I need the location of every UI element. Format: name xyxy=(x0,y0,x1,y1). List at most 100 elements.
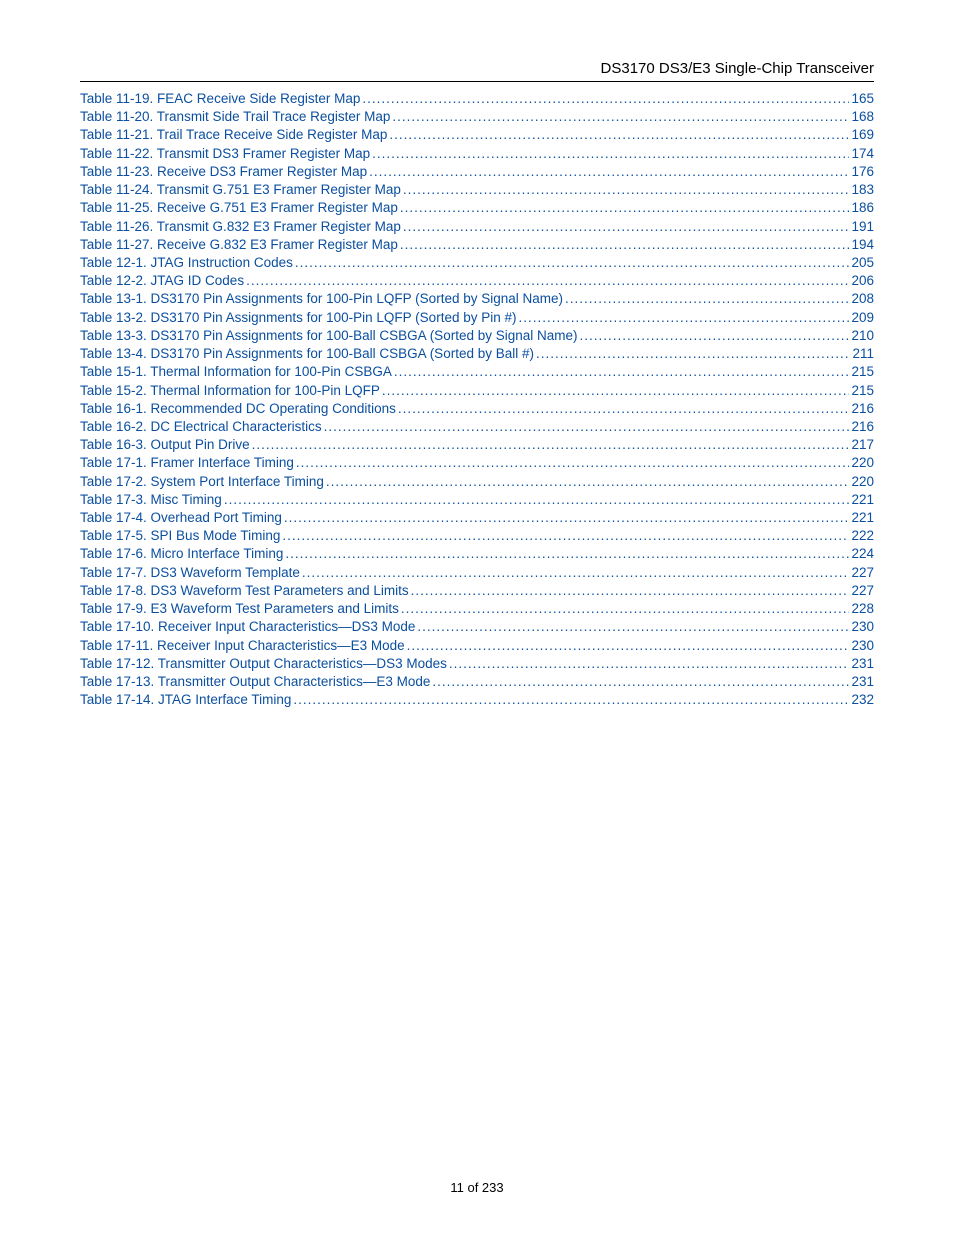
toc-entry[interactable]: Table 16-1. Recommended DC Operating Con… xyxy=(80,400,874,418)
toc-entry-label: Table 11-23. Receive DS3 Framer Register… xyxy=(80,163,367,181)
toc-entry-leader xyxy=(403,181,850,199)
toc-entry[interactable]: Table 17-14. JTAG Interface Timing 232 xyxy=(80,691,874,709)
toc-entry[interactable]: Table 16-2. DC Electrical Characteristic… xyxy=(80,418,874,436)
toc-entry[interactable]: Table 12-1. JTAG Instruction Codes 205 xyxy=(80,254,874,272)
toc-entry-page: 231 xyxy=(851,655,874,673)
toc-entry-page: 216 xyxy=(851,418,874,436)
toc-entry[interactable]: Table 11-21. Trail Trace Receive Side Re… xyxy=(80,126,874,144)
toc-entry[interactable]: Table 11-22. Transmit DS3 Framer Registe… xyxy=(80,145,874,163)
toc-entry[interactable]: Table 17-2. System Port Interface Timing… xyxy=(80,473,874,491)
toc-entry[interactable]: Table 11-24. Transmit G.751 E3 Framer Re… xyxy=(80,181,874,199)
toc-entry-page: 220 xyxy=(851,473,874,491)
toc-entry-leader xyxy=(401,600,850,618)
toc-entry-leader xyxy=(580,327,850,345)
toc-entry[interactable]: Table 15-1. Thermal Information for 100-… xyxy=(80,363,874,381)
toc-entry-page: 206 xyxy=(851,272,874,290)
toc-entry-label: Table 17-10. Receiver Input Characterist… xyxy=(80,618,415,636)
toc-entry-label: Table 12-2. JTAG ID Codes xyxy=(80,272,244,290)
toc-entry-label: Table 11-25. Receive G.751 E3 Framer Reg… xyxy=(80,199,398,217)
toc-entry-leader xyxy=(326,473,850,491)
toc-entry-label: Table 15-2. Thermal Information for 100-… xyxy=(80,382,380,400)
toc-entry-page: 231 xyxy=(851,673,874,691)
toc-entry-page: 228 xyxy=(851,600,874,618)
toc-entry-page: 230 xyxy=(851,618,874,636)
toc-entry-page: 222 xyxy=(851,527,874,545)
toc-entry-leader xyxy=(252,436,850,454)
toc-entry-label: Table 16-3. Output Pin Drive xyxy=(80,436,250,454)
toc-entry-label: Table 11-27. Receive G.832 E3 Framer Reg… xyxy=(80,236,398,254)
toc-entry-label: Table 17-7. DS3 Waveform Template xyxy=(80,564,300,582)
toc-entry[interactable]: Table 17-11. Receiver Input Characterist… xyxy=(80,637,874,655)
toc-entry[interactable]: Table 17-10. Receiver Input Characterist… xyxy=(80,618,874,636)
page: DS3170 DS3/E3 Single-Chip Transceiver Ta… xyxy=(0,0,954,1235)
toc-entry-page: 209 xyxy=(851,309,874,327)
toc-entry[interactable]: Table 12-2. JTAG ID Codes 206 xyxy=(80,272,874,290)
toc-entry-label: Table 17-14. JTAG Interface Timing xyxy=(80,691,291,709)
toc-entry[interactable]: Table 11-20. Transmit Side Trail Trace R… xyxy=(80,108,874,126)
toc-entry[interactable]: Table 17-9. E3 Waveform Test Parameters … xyxy=(80,600,874,618)
toc-entry-label: Table 17-9. E3 Waveform Test Parameters … xyxy=(80,600,399,618)
toc-entry-page: 169 xyxy=(851,126,874,144)
toc-entry-label: Table 17-2. System Port Interface Timing xyxy=(80,473,324,491)
toc-entry-leader xyxy=(417,618,849,636)
toc-entry[interactable]: Table 17-13. Transmitter Output Characte… xyxy=(80,673,874,691)
toc-entry[interactable]: Table 17-5. SPI Bus Mode Timing 222 xyxy=(80,527,874,545)
toc-entry-label: Table 17-11. Receiver Input Characterist… xyxy=(80,637,405,655)
toc-entry-label: Table 13-2. DS3170 Pin Assignments for 1… xyxy=(80,309,516,327)
toc-entry-page: 168 xyxy=(851,108,874,126)
toc-entry-page: 215 xyxy=(851,363,874,381)
toc-entry[interactable]: Table 11-25. Receive G.751 E3 Framer Reg… xyxy=(80,199,874,217)
toc-entry[interactable]: Table 17-6. Micro Interface Timing 224 xyxy=(80,545,874,563)
toc-entry-page: 217 xyxy=(851,436,874,454)
toc-entry-leader xyxy=(432,673,849,691)
toc-entry-leader xyxy=(369,163,849,181)
toc-entry-page: 227 xyxy=(851,564,874,582)
toc-entry-leader xyxy=(407,637,850,655)
toc-entry-leader xyxy=(324,418,850,436)
toc-entry-label: Table 17-1. Framer Interface Timing xyxy=(80,454,294,472)
toc-entry[interactable]: Table 17-7. DS3 Waveform Template 227 xyxy=(80,564,874,582)
toc-entry-leader xyxy=(565,290,849,308)
toc-entry[interactable]: Table 11-27. Receive G.832 E3 Framer Reg… xyxy=(80,236,874,254)
toc-entry-leader xyxy=(403,218,850,236)
toc-entry-page: 232 xyxy=(851,691,874,709)
toc-entry-leader xyxy=(449,655,850,673)
toc-entry[interactable]: Table 17-1. Framer Interface Timing 220 xyxy=(80,454,874,472)
toc-entry-page: 176 xyxy=(851,163,874,181)
toc-entry[interactable]: Table 13-2. DS3170 Pin Assignments for 1… xyxy=(80,309,874,327)
toc-entry-page: 230 xyxy=(851,637,874,655)
toc-entry-leader xyxy=(362,90,849,108)
toc-entry-leader xyxy=(296,454,850,472)
toc-entry-label: Table 17-8. DS3 Waveform Test Parameters… xyxy=(80,582,409,600)
header: DS3170 DS3/E3 Single-Chip Transceiver xyxy=(80,60,874,82)
toc-entry[interactable]: Table 11-19. FEAC Receive Side Register … xyxy=(80,90,874,108)
toc-entry[interactable]: Table 17-3. Misc Timing 221 xyxy=(80,491,874,509)
toc-entry-page: 183 xyxy=(851,181,874,199)
toc-entry[interactable]: Table 17-8. DS3 Waveform Test Parameters… xyxy=(80,582,874,600)
toc-entry-leader xyxy=(400,199,850,217)
toc-entry-page: 194 xyxy=(851,236,874,254)
toc-entry[interactable]: Table 17-12. Transmitter Output Characte… xyxy=(80,655,874,673)
toc-entry[interactable]: Table 11-23. Receive DS3 Framer Register… xyxy=(80,163,874,181)
toc-entry[interactable]: Table 13-1. DS3170 Pin Assignments for 1… xyxy=(80,290,874,308)
toc-entry-leader xyxy=(411,582,850,600)
toc-entry[interactable]: Table 17-4. Overhead Port Timing 221 xyxy=(80,509,874,527)
toc-entry-page: 205 xyxy=(851,254,874,272)
toc-entry-leader xyxy=(224,491,850,509)
toc-entry[interactable]: Table 16-3. Output Pin Drive 217 xyxy=(80,436,874,454)
toc-entry[interactable]: Table 13-4. DS3170 Pin Assignments for 1… xyxy=(80,345,874,363)
toc-entry-label: Table 17-5. SPI Bus Mode Timing xyxy=(80,527,280,545)
toc-entry-label: Table 11-26. Transmit G.832 E3 Framer Re… xyxy=(80,218,401,236)
toc-entry-leader xyxy=(302,564,850,582)
toc-entry[interactable]: Table 11-26. Transmit G.832 E3 Framer Re… xyxy=(80,218,874,236)
toc-entry-leader xyxy=(398,400,850,418)
toc-entry-page: 174 xyxy=(851,145,874,163)
toc-entry-page: 211 xyxy=(852,345,874,363)
toc-entry[interactable]: Table 13-3. DS3170 Pin Assignments for 1… xyxy=(80,327,874,345)
toc-entry[interactable]: Table 15-2. Thermal Information for 100-… xyxy=(80,382,874,400)
toc-entry-leader xyxy=(394,363,850,381)
toc-entry-label: Table 17-3. Misc Timing xyxy=(80,491,222,509)
toc-entry-page: 191 xyxy=(851,218,874,236)
toc-entry-leader xyxy=(372,145,849,163)
toc-entry-page: 220 xyxy=(851,454,874,472)
